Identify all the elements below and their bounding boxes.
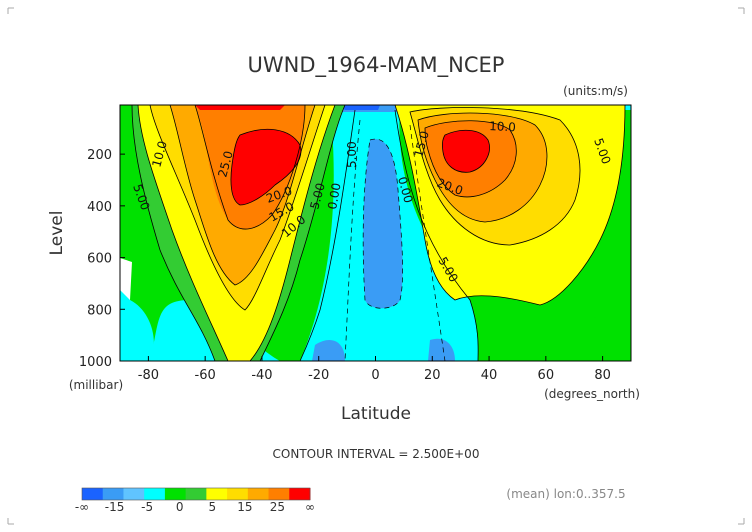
contour-label: 0.00 <box>325 182 343 211</box>
contour-interval-text: CONTOUR INTERVAL = 2.500E+00 <box>273 447 480 461</box>
colorbar-label: -15 <box>105 500 125 514</box>
x-tick-label: 80 <box>594 368 611 383</box>
x-tick-label: -40 <box>251 368 272 383</box>
contour-label: 15.0 <box>411 129 431 158</box>
contour-label: 5.00 <box>307 181 327 210</box>
colorbar-labels: -∞ -15 -5 0 5 15 25 ∞ <box>75 500 315 514</box>
colorbar-label: 25 <box>270 500 285 514</box>
y-unit-label: (millibar) <box>69 378 123 392</box>
colorbar-label: 15 <box>237 500 252 514</box>
colorbar-swatch <box>185 488 207 500</box>
colorbar-label: 0 <box>176 500 184 514</box>
colorbar-swatch <box>227 488 249 500</box>
y-tick-label: 800 <box>87 303 112 318</box>
contour-label: 10.0 <box>489 119 516 134</box>
y-tick-label: 200 <box>87 148 112 163</box>
x-tick-label: -80 <box>138 368 159 383</box>
x-tick-label: 20 <box>424 368 441 383</box>
y-tick-label: 400 <box>87 200 112 215</box>
colorbar <box>81 487 311 501</box>
colorbar-label: 5 <box>208 500 216 514</box>
colorbar-swatch <box>164 488 187 500</box>
chart-title: UWND_1964-MAM_NCEP <box>248 53 505 78</box>
x-tick-label: 40 <box>481 368 498 383</box>
colorbar-swatch <box>102 488 124 500</box>
colorbar-swatch <box>289 488 311 500</box>
colorbar-swatch <box>247 488 270 500</box>
contour-label: 5.00 <box>345 141 359 168</box>
y-tick-label: 1000 <box>79 355 112 370</box>
contour-field <box>120 105 631 361</box>
contour-label: 10.0 <box>149 139 169 168</box>
x-tick-label: 60 <box>538 368 555 383</box>
x-tick-label: -60 <box>195 368 216 383</box>
colorbar-swatch <box>144 488 166 500</box>
contour-label: 25.0 <box>215 149 235 178</box>
colorbar-swatch <box>123 488 145 500</box>
colorbar-label: ∞ <box>305 500 315 514</box>
corner-marks <box>7 7 745 525</box>
colorbar-swatch <box>268 488 290 500</box>
x-tick-label: -20 <box>308 368 329 383</box>
colorbar-swatch <box>82 488 104 500</box>
colorbar-label: -∞ <box>75 500 89 514</box>
colorbar-swatch <box>206 488 228 500</box>
x-axis-label: Latitude <box>341 404 411 424</box>
x-unit-label: (degrees_north) <box>544 387 640 401</box>
y-axis-label: Level <box>47 211 67 256</box>
footnote: (mean) lon:0..357.5 <box>506 487 625 501</box>
units-label: (units:m/s) <box>563 84 628 98</box>
x-tick-label: 0 <box>371 368 379 383</box>
colorbar-label: -5 <box>141 500 153 514</box>
x-axis-ticks: -80 -60 -40 -20 0 20 40 60 80 <box>138 356 611 383</box>
contour-label: 0.00 <box>395 175 415 204</box>
colorbar-frame <box>81 487 311 501</box>
y-axis-ticks: 200 400 600 800 1000 <box>79 148 125 370</box>
y-tick-label: 600 <box>87 252 112 267</box>
